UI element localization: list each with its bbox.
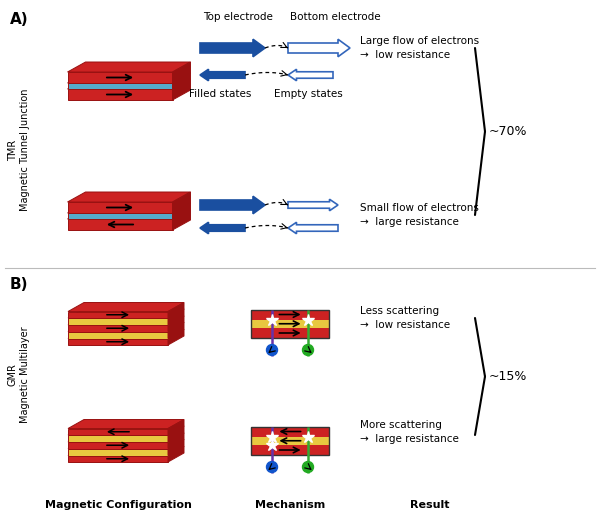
Polygon shape: [68, 312, 168, 318]
Bar: [251, 445, 329, 455]
Polygon shape: [173, 203, 191, 219]
Text: B): B): [10, 277, 29, 292]
Text: Bottom electrode: Bottom electrode: [290, 12, 380, 22]
Polygon shape: [173, 62, 191, 83]
Polygon shape: [67, 202, 173, 213]
Polygon shape: [68, 448, 168, 455]
Polygon shape: [67, 203, 191, 213]
Polygon shape: [68, 442, 168, 448]
Polygon shape: [288, 222, 338, 234]
Polygon shape: [68, 330, 184, 339]
Polygon shape: [200, 196, 265, 214]
Text: Mechanism: Mechanism: [255, 500, 325, 510]
Polygon shape: [168, 330, 184, 345]
Polygon shape: [67, 83, 173, 89]
Polygon shape: [68, 339, 168, 345]
Polygon shape: [288, 199, 338, 211]
Text: Magnetic Configuration: Magnetic Configuration: [44, 500, 191, 510]
Polygon shape: [67, 62, 191, 72]
Polygon shape: [200, 69, 245, 81]
Text: GMR
Magnetic Multilayer: GMR Magnetic Multilayer: [8, 326, 30, 423]
Bar: [251, 427, 329, 455]
Text: ~15%: ~15%: [489, 370, 527, 383]
Polygon shape: [68, 439, 184, 448]
Bar: [251, 437, 329, 445]
Text: ~70%: ~70%: [489, 125, 527, 138]
Text: Filled states: Filled states: [189, 89, 251, 99]
Polygon shape: [288, 69, 333, 81]
Polygon shape: [200, 39, 265, 57]
Polygon shape: [168, 439, 184, 455]
Circle shape: [266, 462, 277, 473]
Bar: [251, 310, 329, 320]
Polygon shape: [68, 316, 184, 325]
Circle shape: [302, 462, 314, 473]
Circle shape: [266, 344, 277, 356]
Text: Empty states: Empty states: [274, 89, 343, 99]
Polygon shape: [168, 433, 184, 448]
Polygon shape: [68, 420, 184, 428]
Polygon shape: [173, 209, 191, 230]
Polygon shape: [168, 426, 184, 442]
Polygon shape: [68, 428, 168, 435]
Text: Large flow of electrons
→  low resistance: Large flow of electrons → low resistance: [360, 37, 479, 59]
Bar: [251, 427, 329, 437]
Polygon shape: [68, 303, 184, 312]
Polygon shape: [67, 73, 191, 83]
Polygon shape: [68, 446, 184, 455]
Polygon shape: [68, 325, 168, 331]
Bar: [251, 320, 329, 328]
Polygon shape: [173, 192, 191, 213]
Polygon shape: [68, 322, 184, 331]
Text: A): A): [10, 12, 29, 27]
Polygon shape: [168, 316, 184, 331]
Text: Result: Result: [410, 500, 450, 510]
Circle shape: [302, 344, 314, 356]
Polygon shape: [68, 318, 168, 325]
Polygon shape: [168, 446, 184, 462]
Polygon shape: [68, 309, 184, 318]
Text: Top electrode: Top electrode: [203, 12, 273, 22]
Polygon shape: [68, 426, 184, 435]
Text: TMR
Magnetic Tunnel Junction: TMR Magnetic Tunnel Junction: [8, 89, 30, 211]
Polygon shape: [67, 219, 173, 230]
Polygon shape: [200, 222, 245, 234]
Polygon shape: [288, 39, 350, 57]
Text: More scattering
→  large resistance: More scattering → large resistance: [360, 420, 459, 444]
Polygon shape: [67, 209, 191, 219]
Polygon shape: [68, 435, 168, 442]
Polygon shape: [68, 455, 168, 462]
Polygon shape: [67, 79, 191, 89]
Polygon shape: [168, 420, 184, 435]
Polygon shape: [67, 72, 173, 83]
Polygon shape: [168, 322, 184, 339]
Polygon shape: [168, 303, 184, 318]
Text: Small flow of electrons
→  large resistance: Small flow of electrons → large resistan…: [360, 204, 479, 227]
Text: Less scattering
→  low resistance: Less scattering → low resistance: [360, 306, 450, 330]
Polygon shape: [67, 192, 191, 202]
Polygon shape: [168, 309, 184, 325]
Polygon shape: [67, 213, 173, 219]
Polygon shape: [68, 331, 168, 339]
Bar: [251, 328, 329, 338]
Polygon shape: [173, 73, 191, 89]
Bar: [251, 310, 329, 338]
Polygon shape: [68, 433, 184, 442]
Polygon shape: [173, 79, 191, 100]
Polygon shape: [67, 89, 173, 100]
